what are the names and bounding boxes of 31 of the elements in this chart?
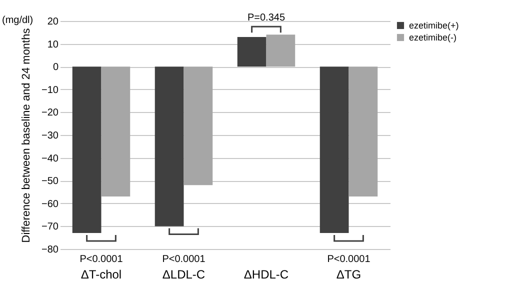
- text: P<0.0001: [80, 254, 124, 265]
- bar: [154, 66, 184, 226]
- y-tick-label: −20: [42, 108, 59, 119]
- y-tick-label: −40: [42, 153, 59, 164]
- bar: [348, 66, 378, 197]
- bar: [72, 66, 102, 234]
- y-tick-label: 10: [47, 39, 59, 50]
- bar: [320, 66, 349, 234]
- y-tick-label: −60: [42, 198, 59, 210]
- y-tick-label: −30: [42, 130, 59, 142]
- y-tick-label: −50: [42, 176, 59, 188]
- y-tick-label: −80: [42, 244, 59, 256]
- y-tick-label: 0: [52, 62, 59, 74]
- bar: [184, 66, 213, 186]
- text: P<0.0001: [327, 254, 371, 265]
- x-tick-label: ΔTG: [336, 268, 362, 282]
- text: P<0.0001: [162, 254, 206, 265]
- x-tick-label: ΔHDL-C: [244, 268, 289, 282]
- x-tick-label: ΔLDL-C: [162, 268, 206, 282]
- x-tick-label: ΔT-chol: [80, 268, 122, 282]
- y-tick-label: −10: [42, 84, 59, 96]
- bar: [237, 36, 266, 67]
- y-tick-label: −70: [42, 222, 59, 233]
- legend-label: ezetimibe(+): [409, 20, 459, 30]
- bar: [101, 66, 130, 197]
- y-axis-title: Difference between baseline and 24 months: [20, 28, 33, 243]
- y-tick-label: 20: [47, 16, 59, 28]
- bar: [266, 34, 296, 67]
- legend-label: ezetimibe(-): [409, 32, 457, 42]
- text: (mg/dl): [2, 15, 34, 26]
- annotation: P=0.345: [247, 12, 286, 24]
